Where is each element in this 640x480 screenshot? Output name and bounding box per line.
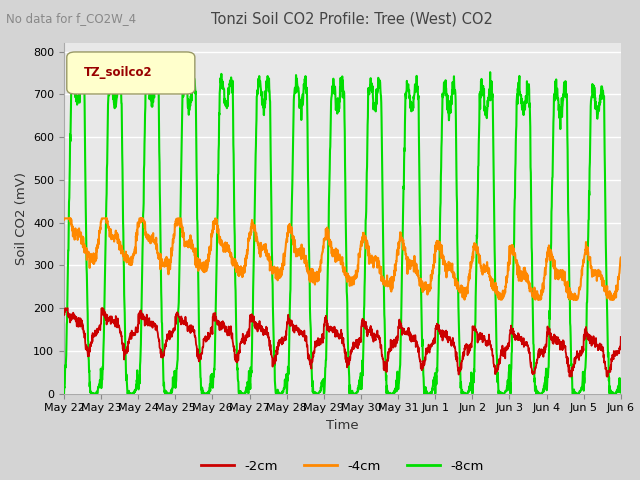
Legend: -2cm, -4cm, -8cm: -2cm, -4cm, -8cm xyxy=(195,455,490,478)
X-axis label: Time: Time xyxy=(326,419,358,432)
Y-axis label: Soil CO2 (mV): Soil CO2 (mV) xyxy=(15,172,28,265)
FancyBboxPatch shape xyxy=(67,52,195,94)
Text: TZ_soilco2: TZ_soilco2 xyxy=(83,67,152,80)
Text: No data for f_CO2W_4: No data for f_CO2W_4 xyxy=(6,12,136,25)
Text: Tonzi Soil CO2 Profile: Tree (West) CO2: Tonzi Soil CO2 Profile: Tree (West) CO2 xyxy=(211,12,493,27)
